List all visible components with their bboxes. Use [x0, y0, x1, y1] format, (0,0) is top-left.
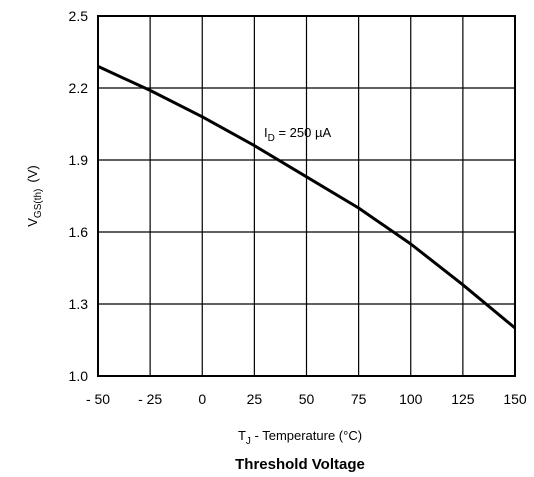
x-tick-label: 0: [198, 391, 206, 407]
x-tick-label: 150: [503, 391, 527, 407]
x-axis-label: TJ - Temperature (°C): [238, 428, 362, 447]
grid-lines: [97, 15, 516, 377]
x-tick-label: - 50: [86, 391, 110, 407]
series-line: [97, 65, 516, 330]
y-tick-label: 1.3: [69, 296, 89, 312]
x-tick-label: 50: [299, 391, 315, 407]
plot-frame: [97, 15, 516, 377]
y-tick-label: 1.9: [69, 152, 89, 168]
x-tick-label: 100: [399, 391, 423, 407]
y-tick-label: 2.2: [69, 80, 89, 96]
y-axis-label: VGS(th)(V): [25, 165, 44, 226]
x-tick-label: 125: [451, 391, 475, 407]
chart-title: Threshold Voltage: [235, 456, 365, 473]
y-tick-label: 1.6: [69, 224, 89, 240]
x-tick-label: 25: [247, 391, 263, 407]
annotation-label: ID = 250 µA: [264, 125, 331, 144]
y-tick-label: 1.0: [69, 368, 89, 384]
x-tick-label: 75: [351, 391, 367, 407]
y-tick-labels: 1.0 1.3 1.6 1.9 2.2 2.5: [69, 8, 89, 384]
x-tick-labels: - 50 - 25 0 25 50 75 100 125 150: [86, 391, 527, 407]
y-tick-label: 2.5: [69, 8, 89, 24]
x-tick-label: - 25: [138, 391, 162, 407]
